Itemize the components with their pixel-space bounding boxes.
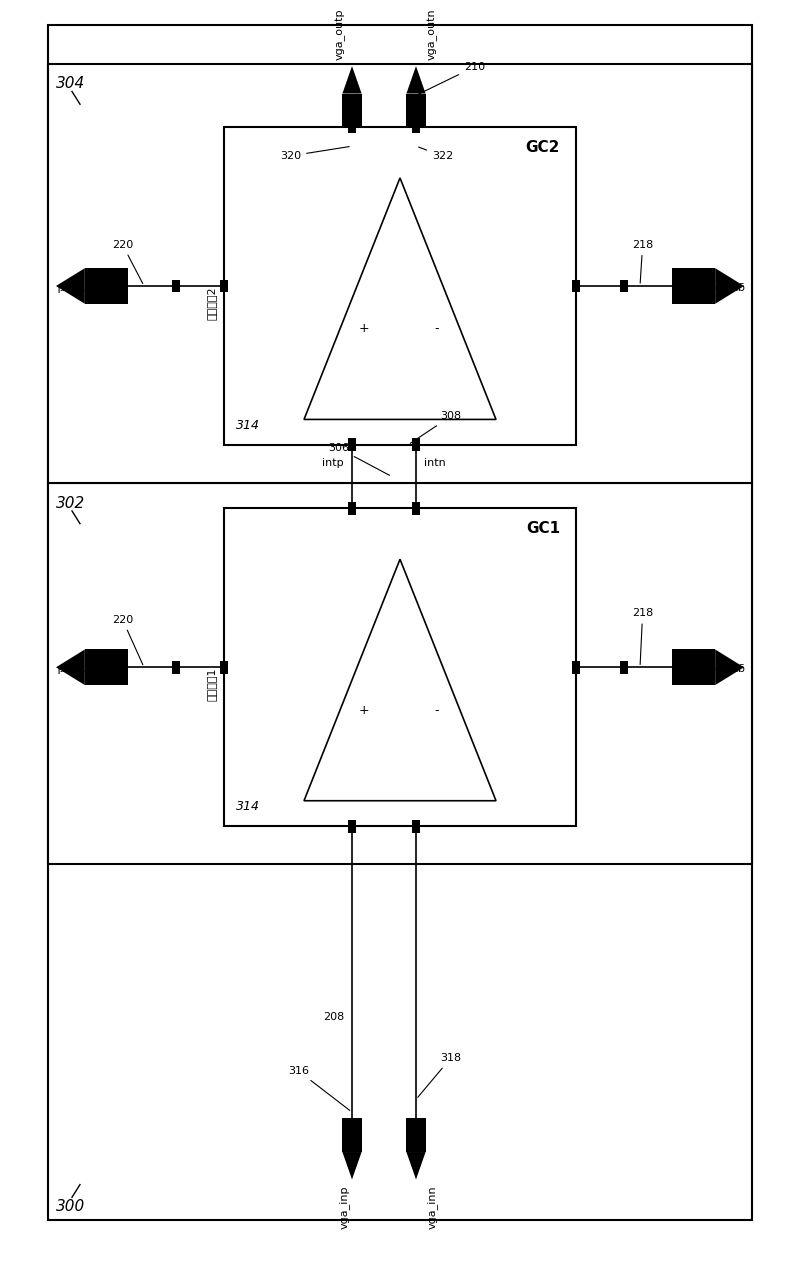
Text: 314: 314 (236, 801, 260, 813)
Bar (342, 1118, 362, 1152)
Text: intp: intp (322, 458, 344, 468)
Bar (412, 502, 420, 515)
Text: 218: 218 (632, 240, 654, 283)
Text: GC1: GC1 (526, 521, 560, 536)
Bar (412, 438, 420, 451)
Text: 220: 220 (112, 615, 143, 665)
Bar (406, 94, 426, 127)
Bar (348, 502, 356, 515)
Bar (48, 64, 752, 483)
Polygon shape (715, 649, 744, 685)
Bar (406, 1118, 426, 1152)
Text: intn: intn (424, 458, 446, 468)
Polygon shape (406, 1152, 426, 1179)
Bar (48, 25, 752, 1220)
Bar (572, 280, 580, 292)
Text: 322: 322 (418, 147, 454, 161)
Bar (220, 280, 228, 292)
Polygon shape (715, 268, 744, 304)
Polygon shape (342, 66, 362, 94)
Bar (172, 661, 180, 674)
Bar (342, 94, 362, 127)
Text: 218: 218 (632, 609, 654, 665)
Text: 增益单兰2: 增益单兰2 (207, 286, 217, 319)
Text: 300: 300 (56, 1199, 86, 1214)
Text: 210: 210 (418, 62, 485, 94)
Bar (620, 280, 628, 292)
Text: 316: 316 (288, 1066, 350, 1111)
Text: 208: 208 (322, 1012, 344, 1022)
Text: vga_outp: vga_outp (334, 8, 346, 60)
Bar (412, 121, 420, 133)
Bar (672, 268, 715, 304)
Polygon shape (406, 66, 426, 94)
Text: +: + (358, 323, 369, 336)
Bar (85, 649, 128, 685)
Bar (572, 661, 580, 674)
Polygon shape (56, 268, 85, 304)
Polygon shape (304, 178, 496, 419)
Bar (85, 268, 128, 304)
Text: vcm_ctrl: vcm_ctrl (56, 662, 103, 672)
Bar (224, 127, 576, 445)
Polygon shape (56, 649, 85, 685)
Bar (672, 649, 715, 685)
Text: 220: 220 (112, 240, 142, 283)
Text: 314: 314 (236, 419, 260, 432)
Text: -: - (434, 323, 438, 336)
Text: 302: 302 (56, 496, 86, 511)
Text: 304: 304 (56, 76, 86, 92)
Bar (48, 483, 752, 864)
Text: vcm_ctrl: vcm_ctrl (56, 281, 103, 291)
Text: vga_inn: vga_inn (426, 1186, 438, 1229)
Text: 增益单兰1: 增益单兰1 (207, 667, 217, 700)
Text: +: + (358, 704, 369, 717)
Text: vga_outn: vga_outn (426, 8, 438, 60)
Bar (348, 121, 356, 133)
Polygon shape (342, 1152, 362, 1179)
Text: gain_ctrl: gain_ctrl (696, 281, 744, 291)
Bar (172, 280, 180, 292)
Bar (220, 661, 228, 674)
Text: 308: 308 (410, 412, 461, 444)
Text: gain_ctrl: gain_ctrl (696, 662, 744, 672)
Bar (224, 508, 576, 826)
Bar (348, 438, 356, 451)
Bar (412, 820, 420, 833)
Text: vga_inp: vga_inp (338, 1186, 350, 1229)
Bar (620, 661, 628, 674)
Text: -: - (434, 704, 438, 717)
Bar (348, 820, 356, 833)
Polygon shape (304, 559, 496, 801)
Text: 318: 318 (418, 1054, 461, 1097)
Text: GC2: GC2 (526, 140, 560, 155)
Text: 306: 306 (328, 444, 390, 475)
Text: 320: 320 (280, 146, 350, 161)
